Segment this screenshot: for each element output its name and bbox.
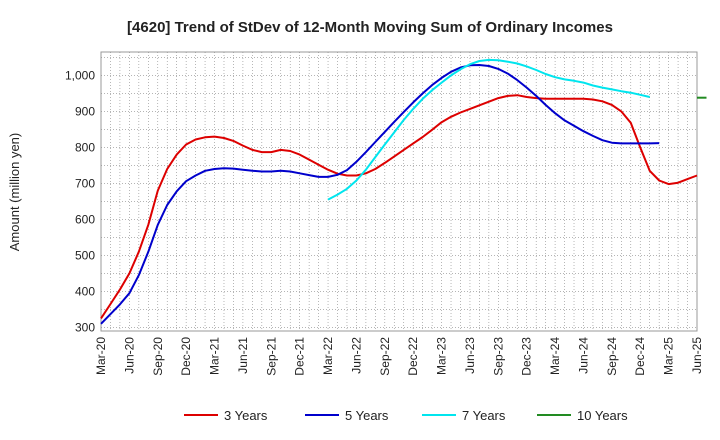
x-tick-label: Dec-22 — [406, 337, 420, 376]
y-axis-ticks: 300 400 500 600 700 800 900 1,000 — [65, 68, 95, 334]
x-tick-label: Dec-24 — [633, 337, 647, 376]
x-axis-ticks: Mar-20 Jun-20 Sep-20 Dec-20 Mar-21 Jun-21 Sep-… — [94, 337, 704, 376]
legend-label-5-years: 5 Years — [345, 408, 389, 423]
plot-area — [100, 51, 698, 332]
y-axis-label: Amount (million yen) — [7, 133, 22, 252]
x-tick-label: Jun-24 — [576, 337, 590, 374]
y-tick-label: 800 — [75, 140, 95, 154]
grid — [101, 52, 697, 331]
series-line-5-years — [100, 64, 660, 325]
legend-label-3-years: 3 Years — [224, 408, 268, 423]
x-tick-label: Sep-23 — [491, 337, 505, 376]
x-tick-label: Jun-22 — [349, 337, 363, 374]
x-tick-label: Mar-24 — [548, 337, 562, 375]
x-tick-label: Mar-22 — [321, 337, 335, 375]
series-line-3-years — [100, 94, 698, 319]
y-tick-label: 300 — [75, 320, 95, 334]
series-lines — [100, 58, 707, 325]
x-tick-label: Jun-25 — [690, 337, 704, 374]
x-tick-label: Sep-21 — [264, 337, 278, 376]
x-tick-label: Mar-23 — [435, 337, 449, 375]
chart-title: [4620] Trend of StDev of 12-Month Moving… — [127, 19, 613, 36]
x-tick-label: Sep-24 — [605, 337, 619, 376]
y-tick-label: 400 — [75, 284, 95, 298]
x-tick-label: Jun-20 — [122, 337, 136, 374]
legend-label-10-years: 10 Years — [577, 408, 628, 423]
y-tick-label: 1,000 — [65, 68, 95, 82]
y-tick-label: 500 — [75, 248, 95, 262]
x-tick-label: Dec-20 — [179, 337, 193, 376]
legend: 3 Years 5 Years 7 Years 10 Years — [184, 408, 628, 423]
x-tick-label: Jun-21 — [236, 337, 250, 374]
x-tick-label: Mar-25 — [662, 337, 676, 375]
series-line-7-years — [327, 58, 650, 201]
plot-frame — [100, 51, 698, 332]
x-tick-label: Jun-23 — [463, 337, 477, 374]
x-tick-label: Mar-21 — [208, 337, 222, 375]
y-tick-label: 600 — [75, 212, 95, 226]
y-tick-label: 700 — [75, 176, 95, 190]
x-tick-label: Sep-20 — [151, 337, 165, 376]
x-tick-label: Dec-21 — [293, 337, 307, 376]
y-tick-label: 900 — [75, 104, 95, 118]
x-tick-label: Mar-20 — [94, 337, 108, 375]
x-tick-label: Sep-22 — [378, 337, 392, 376]
x-tick-label: Dec-23 — [520, 337, 534, 376]
legend-label-7-years: 7 Years — [462, 408, 506, 423]
